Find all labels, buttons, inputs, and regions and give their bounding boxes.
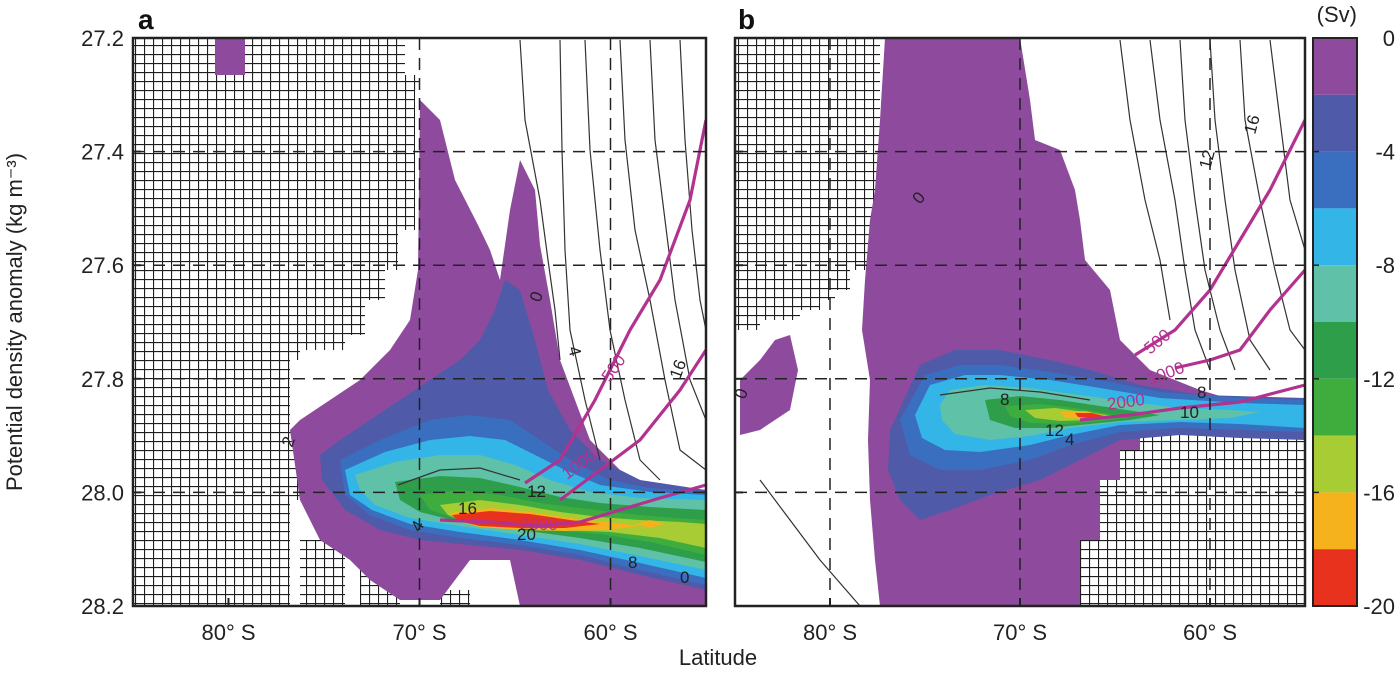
panel-a-land-mask <box>133 38 420 606</box>
panel-b-label-8b: 8 <box>1197 383 1206 402</box>
panel-a-letter: a <box>138 4 154 35</box>
y-tick-label: 28.0 <box>81 480 124 505</box>
panel-b-x-axis-ticks: 80° S 70° S 60° S <box>803 598 1237 645</box>
x-tick-label: 60° S <box>583 620 637 645</box>
y-axis-title: Potential density anomaly (kg m⁻³) <box>2 153 27 491</box>
colorbar-level <box>1313 322 1357 379</box>
colorbar-level <box>1313 38 1357 95</box>
panel-b-label-12b: 12 <box>1045 421 1064 440</box>
panel-a-label-16: 16 <box>458 499 477 518</box>
x-tick-label: 70° S <box>392 620 446 645</box>
panel-a-level-18b <box>635 520 665 528</box>
colorbar-level <box>1313 549 1357 606</box>
panel-b-level-0b <box>740 335 798 435</box>
y-tick-label: 27.8 <box>81 367 124 392</box>
colorbar-level <box>1313 94 1357 152</box>
colorbar-level <box>1313 151 1357 209</box>
panel-b-land-mask <box>735 38 880 330</box>
colorbar-level <box>1313 265 1357 322</box>
panel-a <box>133 38 706 606</box>
colorbar-level <box>1313 208 1357 266</box>
panel-a-depth-contours <box>439 119 706 528</box>
panel-b-label-12: 12 <box>1196 148 1219 171</box>
colorbar <box>1313 38 1357 606</box>
colorbar-tick-label: 0 <box>1383 26 1395 51</box>
y-axis-ticks: 27.2 27.4 27.6 27.8 28.0 28.2 <box>81 26 743 619</box>
colorbar-level <box>1313 492 1357 550</box>
colorbar-unit: (Sv) <box>1317 2 1357 27</box>
panel-b-label-4: 4 <box>1065 430 1074 449</box>
panel-b-land-mask-right <box>995 420 1305 606</box>
x-tick-label: 70° S <box>993 620 1047 645</box>
x-tick-label: 80° S <box>803 620 857 645</box>
panel-a-label-12: 12 <box>527 482 546 501</box>
panel-a-label-20: 20 <box>517 525 536 544</box>
panel-a-label-8: 8 <box>628 553 637 572</box>
y-tick-label: 28.2 <box>81 594 124 619</box>
panel-b-letter: b <box>738 4 755 35</box>
panel-a-label-2000: 2000 <box>520 515 558 534</box>
x-axis-title: Latitude <box>679 645 757 670</box>
colorbar-tick-label: -8 <box>1375 253 1395 278</box>
x-tick-label: 80° S <box>201 620 255 645</box>
colorbar-tick-label: -4 <box>1375 140 1395 165</box>
panel-a-x-axis-ticks: 80° S 70° S 60° S <box>201 598 638 645</box>
y-tick-label: 27.4 <box>81 140 124 165</box>
panel-b-gridlines <box>735 38 1305 606</box>
colorbar-tick-label: -16 <box>1363 480 1395 505</box>
panel-a-contour-lines <box>397 39 706 486</box>
colorbar-level <box>1313 378 1357 436</box>
panel-a-gridlines <box>133 38 706 606</box>
panel-b-label-8: 8 <box>1000 390 1009 409</box>
colorbar-level <box>1313 435 1357 493</box>
colorbar-tick-label: -12 <box>1363 367 1395 392</box>
colorbar-ticks: 0 -4 -8 -12 -16 -20 <box>1313 26 1395 619</box>
x-tick-label: 60° S <box>1183 620 1237 645</box>
panel-b-label-16: 16 <box>1241 113 1264 136</box>
panel-b-label-10: 10 <box>1180 403 1199 422</box>
panel-a-label-0b: 0 <box>680 568 689 587</box>
colorbar-frame <box>1312 37 1358 607</box>
panel-b-contour-lines <box>759 39 1305 606</box>
y-tick-label: 27.6 <box>81 253 124 278</box>
colorbar-tick-label: -20 <box>1363 594 1395 619</box>
y-tick-label: 27.2 <box>81 26 124 51</box>
